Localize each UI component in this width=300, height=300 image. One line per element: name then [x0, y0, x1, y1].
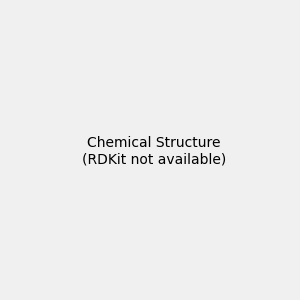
Text: Chemical Structure
(RDKit not available): Chemical Structure (RDKit not available): [82, 136, 226, 166]
